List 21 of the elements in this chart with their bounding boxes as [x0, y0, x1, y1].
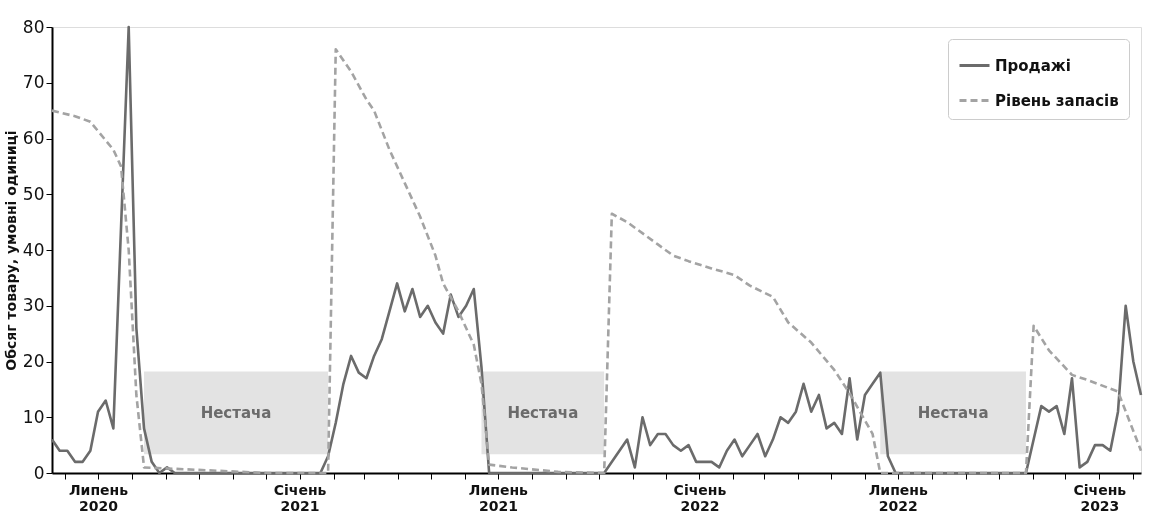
band-label: Нестача [917, 403, 989, 422]
y-axis-title: Обсяг товару, умовні одиниці [2, 130, 19, 371]
y-tick-label: 40 [22, 239, 45, 260]
y-tick-label: 80 [22, 16, 45, 37]
x-tick-label: Липень 2021 [468, 481, 529, 514]
y-tick-label: 50 [22, 183, 45, 204]
y-tick-label: 70 [22, 72, 45, 93]
y-tick-label: 60 [22, 128, 45, 148]
x-tick-label: Липень 2022 [868, 481, 928, 514]
x-tick-label: Січень 2021 [273, 481, 327, 514]
y-tick-label: 30 [22, 295, 45, 316]
x-tick-label: Січень 2023 [1073, 481, 1127, 514]
band-label: Нестача [507, 403, 579, 422]
band-label: Нестача [200, 403, 272, 422]
y-tick-label: 0 [33, 462, 45, 483]
y-tick-label: 10 [22, 406, 45, 427]
x-tick-label: Липень 2020 [68, 481, 129, 514]
legend-label: Рівень запасів [995, 91, 1119, 110]
y-tick-label: 20 [22, 351, 45, 371]
x-tick-label: Січень 2022 [673, 481, 727, 514]
legend-label: Продажі [995, 56, 1071, 75]
